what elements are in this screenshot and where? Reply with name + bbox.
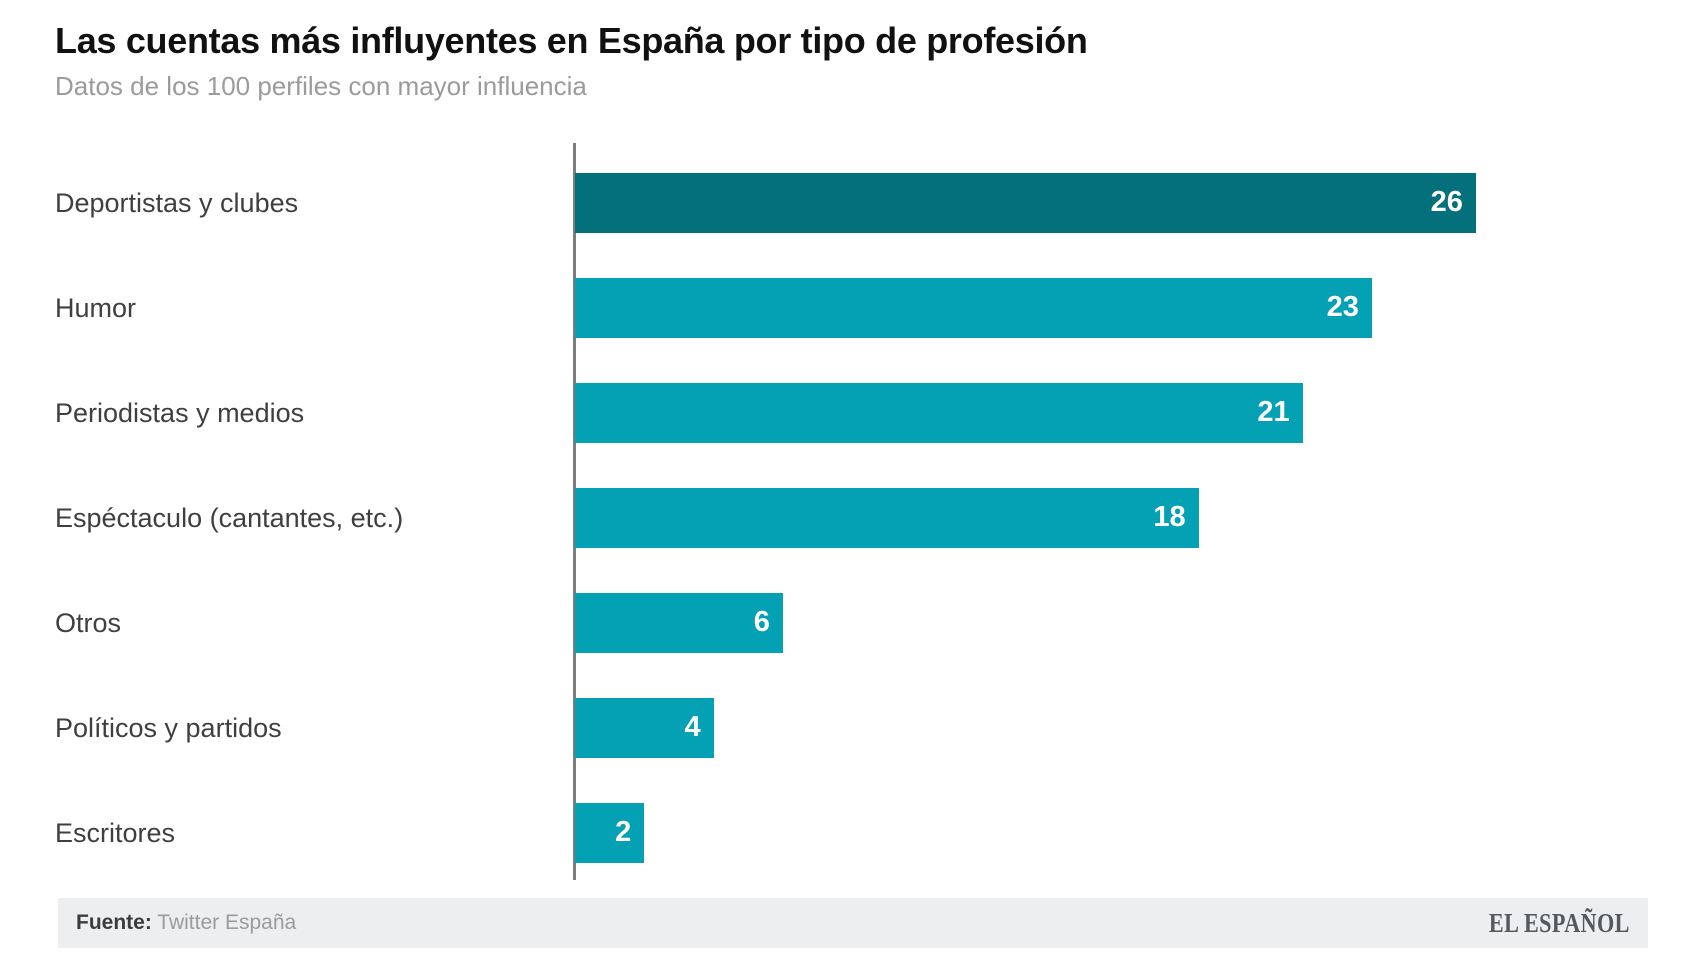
bar-category-label: Otros [55,608,122,638]
bar-category-label: Políticos y partidos [55,713,282,743]
bar-value-label: 21 [1257,396,1290,428]
bar-category-label: Espéctaculo (cantantes, etc.) [55,503,404,533]
bar-row: Políticos y partidos 4 [0,698,1706,758]
bar-rows: Deportistas y clubes 26 Humor 23 Periodistas… [0,143,1706,880]
bar-value-label: 4 [684,711,701,743]
bar[interactable]: 2 [575,803,645,863]
bar-row: Escritores 2 [0,803,1706,863]
bar-value-label: 2 [615,816,632,848]
bar-value-label: 23 [1326,291,1359,323]
bar-value-label: 18 [1153,501,1186,533]
source-attribution: Fuente: Twitter España [76,911,296,935]
bar-value-label: 6 [753,606,770,638]
chart-header: Las cuentas más influyentes en España po… [55,18,1655,103]
bar[interactable]: 21 [575,383,1303,443]
bar[interactable]: 23 [575,278,1372,338]
bar-row: Otros 6 [0,593,1706,653]
source-value: Twitter España [157,911,297,934]
brand-logo: EL ESPAÑOL [1489,907,1630,938]
bar-category-label: Escritores [55,818,176,848]
chart-subtitle: Datos de los 100 perfiles con mayor infl… [55,71,587,101]
bar-row: Humor 23 [0,278,1706,338]
bar[interactable]: 18 [575,488,1199,548]
bar[interactable]: 26 [575,173,1476,233]
bar[interactable]: 6 [575,593,783,653]
bar-row: Deportistas y clubes 26 [0,173,1706,233]
bar-category-label: Deportistas y clubes [55,188,299,218]
bar-value-label: 26 [1430,186,1463,218]
bar-category-label: Humor [55,293,137,323]
bar-category-label: Periodistas y medios [55,398,305,428]
bar-row: Periodistas y medios 21 [0,383,1706,443]
y-axis-line [573,143,576,880]
chart-plot-area: Deportistas y clubes 26 Humor 23 Periodistas… [0,143,1706,880]
page-title: Las cuentas más influyentes en España po… [55,20,1088,61]
source-label: Fuente: [76,911,152,934]
bar-row: Espéctaculo (cantantes, etc.) 18 [0,488,1706,548]
bar[interactable]: 4 [575,698,714,758]
chart-footer: Fuente: Twitter España EL ESPAÑOL [58,898,1648,948]
